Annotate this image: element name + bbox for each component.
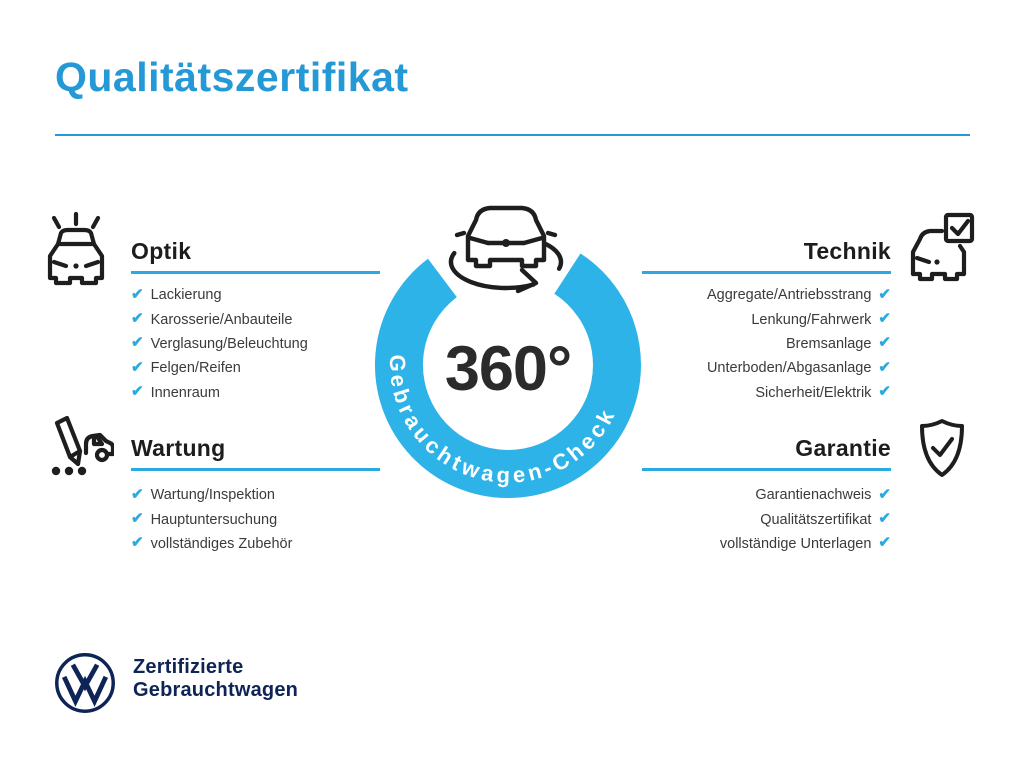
check-icon: ✔	[131, 485, 144, 503]
checklist-item: ✔ Lackierung	[131, 283, 308, 307]
check-icon: ✔	[131, 310, 144, 328]
checklist-item-label: Sicherheit/Elektrik	[755, 384, 872, 401]
checklist-item-label: Qualitätszertifikat	[760, 511, 872, 528]
section-title-garantie: Garantie	[795, 435, 891, 461]
checklist-item: ✔ Hauptuntersuchung	[131, 507, 292, 531]
checklist-item: ✔ Wartung/Inspektion	[131, 483, 292, 507]
check-icon: ✔	[131, 383, 144, 401]
vw-logo	[52, 650, 118, 716]
checklist-item: ✔ Bremsanlage	[600, 332, 891, 356]
section-underline	[642, 468, 891, 471]
checklist-item-label: Innenraum	[150, 384, 220, 401]
checklist-item: ✔ Aggregate/Antriebsstrang	[600, 283, 891, 307]
360-check-badge: 360° Gebrauchtwagen-Check	[350, 178, 666, 510]
checklist-item-label: Bremsanlage	[785, 335, 872, 352]
check-icon: ✔	[878, 285, 891, 303]
checklist-item-label: Garantienachweis	[755, 487, 872, 504]
check-icon: ✔	[878, 334, 891, 352]
section-underline	[131, 271, 380, 274]
check-icon: ✔	[878, 358, 891, 376]
footer-brand-text: Zertifizierte Gebrauchtwagen	[133, 656, 298, 702]
checklist-item: ✔ vollständige Unterlagen	[600, 532, 891, 556]
checklist-item-label: Lackierung	[150, 287, 222, 304]
checklist-item: ✔ Lenkung/Fahrwerk	[600, 307, 891, 331]
badge-center-value: 360°	[445, 334, 571, 404]
checklist-item: ✔ vollständiges Zubehör	[131, 532, 292, 556]
checklist-item: ✔ Verglasung/Beleuchtung	[131, 332, 308, 356]
section-underline	[642, 271, 891, 274]
section-title-wartung: Wartung	[131, 435, 226, 461]
footer-line-1: Zertifizierte	[133, 656, 244, 678]
optik-checklist: ✔ Lackierung ✔ Karosserie/Anbauteile ✔ V…	[131, 283, 308, 405]
checklist-item-label: Verglasung/Beleuchtung	[150, 335, 308, 352]
section-title-technik: Technik	[803, 238, 891, 264]
checklist-item-label: vollständiges Zubehör	[150, 535, 293, 552]
checklist-item-label: vollständige Unterlagen	[719, 535, 872, 552]
check-icon: ✔	[878, 485, 891, 503]
badge-ring	[375, 253, 641, 498]
checklist-item-label: Wartung/Inspektion	[150, 487, 275, 504]
checklist-item: ✔ Garantienachweis	[600, 483, 891, 507]
checklist-item-label: Aggregate/Antriebsstrang	[706, 287, 872, 304]
checklist-item: ✔ Unterboden/Abgasanlage	[600, 356, 891, 380]
wartung-checklist: ✔ Wartung/Inspektion ✔ Hauptuntersuchung…	[131, 483, 292, 556]
checklist-item: ✔ Felgen/Reifen	[131, 356, 308, 380]
check-icon: ✔	[878, 383, 891, 401]
check-icon: ✔	[878, 534, 891, 552]
title-divider	[55, 134, 970, 136]
section-underline	[131, 468, 380, 471]
check-icon: ✔	[131, 334, 144, 352]
check-icon: ✔	[131, 285, 144, 303]
garantie-checklist: ✔ Garantienachweis ✔ Qualitätszertifikat…	[600, 483, 891, 556]
check-icon: ✔	[131, 510, 144, 528]
check-icon: ✔	[878, 310, 891, 328]
sparkling-car-icon	[44, 210, 108, 288]
rotating-car-icon	[448, 205, 564, 294]
checklist-item: ✔ Innenraum	[131, 381, 308, 405]
checklist-item-label: Lenkung/Fahrwerk	[751, 311, 872, 328]
technik-checklist: ✔ Aggregate/Antriebsstrang ✔ Lenkung/Fah…	[600, 283, 891, 405]
check-icon: ✔	[878, 510, 891, 528]
page-title: Qualitätszertifikat	[55, 54, 409, 100]
car-checkbox-icon	[909, 212, 975, 282]
shield-check-icon	[916, 418, 968, 478]
checklist-item: ✔ Karosserie/Anbauteile	[131, 307, 308, 331]
checklist-item-label: Karosserie/Anbauteile	[150, 311, 293, 328]
footer-line-2: Gebrauchtwagen	[133, 679, 299, 701]
checklist-item: ✔ Qualitätszertifikat	[600, 507, 891, 531]
check-icon: ✔	[131, 534, 144, 552]
checklist-item-label: Hauptuntersuchung	[150, 511, 278, 528]
checklist-item-label: Felgen/Reifen	[150, 360, 241, 377]
checklist-item: ✔ Sicherheit/Elektrik	[600, 381, 891, 405]
section-title-optik: Optik	[131, 238, 192, 264]
service-pencil-car-icon	[44, 413, 114, 479]
checklist-item-label: Unterboden/Abgasanlage	[706, 360, 872, 377]
check-icon: ✔	[131, 358, 144, 376]
